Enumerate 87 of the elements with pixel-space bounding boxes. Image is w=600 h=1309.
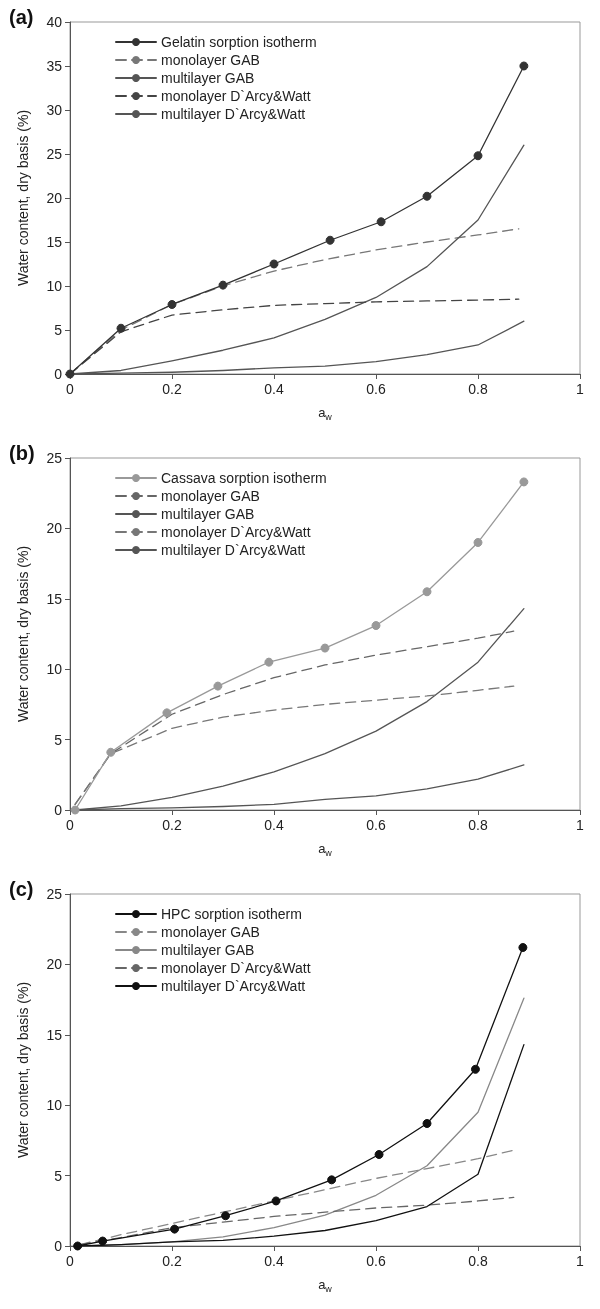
x-tick-label: 0.8 — [468, 381, 488, 397]
y-tick-label: 0 — [54, 1238, 63, 1254]
y-tick-label: 15 — [46, 234, 63, 250]
y-tick-label: 0 — [54, 802, 63, 818]
x-tick-label: 0.2 — [162, 817, 182, 833]
y-tick-label: 25 — [46, 886, 63, 902]
y-tick-label: 15 — [46, 1026, 63, 1043]
point — [264, 657, 274, 667]
legend-label: multilayer GAB — [161, 942, 255, 958]
y-tick-label: 5 — [54, 731, 63, 748]
legend-label: monolayer GAB — [161, 488, 260, 504]
point — [162, 708, 172, 718]
legend-label: multilayer GAB — [161, 506, 255, 522]
y-tick-label: 10 — [46, 278, 63, 294]
point — [518, 943, 528, 952]
y-axis-title: Water content, dry basis (%) — [15, 981, 31, 1159]
point — [371, 621, 381, 631]
y-axis-title: Water content, dry basis (%) — [15, 545, 31, 723]
x-tick-label: 0.4 — [264, 381, 284, 397]
point — [376, 217, 386, 227]
point — [422, 1119, 432, 1128]
x-tick-label: 0.2 — [162, 381, 182, 397]
point — [325, 235, 335, 245]
x-tick-label: 0.8 — [468, 1253, 488, 1269]
x-tick-label: 0.8 — [468, 817, 488, 833]
y-tick-label: 20 — [46, 956, 63, 973]
legend-label: monolayer D`Arcy&Watt — [161, 524, 311, 540]
legend-label: multilayer GAB — [161, 70, 255, 86]
point — [213, 681, 223, 691]
point — [269, 259, 279, 269]
chart-title: (b) — [9, 442, 35, 464]
legend-label: Cassava sorption isotherm — [161, 470, 327, 486]
y-tick-label: 30 — [46, 102, 63, 118]
x-tick-label: 1 — [576, 381, 585, 397]
point — [519, 477, 529, 487]
point — [218, 280, 228, 290]
y-tick-label: 40 — [46, 14, 63, 30]
point — [422, 587, 432, 597]
point — [519, 61, 529, 71]
point — [320, 643, 330, 653]
point — [98, 1236, 108, 1246]
legend-label: monolayer GAB — [161, 924, 260, 940]
point — [327, 1175, 337, 1185]
legend-label: monolayer GAB — [161, 52, 260, 68]
y-tick-label: 25 — [46, 146, 63, 162]
legend-label: HPC sorption isotherm — [161, 906, 302, 922]
point — [221, 1211, 231, 1221]
x-tick-label: 0.2 — [162, 1253, 182, 1269]
y-tick-label: 10 — [46, 1097, 63, 1114]
y-tick-label: 35 — [46, 58, 63, 74]
y-tick-label: 15 — [46, 590, 63, 607]
y-tick-label: 20 — [46, 190, 63, 206]
x-tick-label: 0.6 — [366, 817, 386, 833]
y-tick-label: 5 — [54, 1167, 63, 1184]
point — [374, 1149, 384, 1159]
point — [473, 151, 483, 161]
point — [116, 323, 126, 333]
y-axis-title: Water content, dry basis (%) — [15, 109, 31, 287]
x-tick-label: 1 — [576, 1253, 585, 1269]
x-tick-label: 0 — [66, 1253, 75, 1269]
y-tick-label: 5 — [54, 322, 63, 338]
legend-label: multilayer D`Arcy&Watt — [161, 542, 306, 558]
point — [422, 191, 432, 201]
point — [473, 537, 483, 547]
x-tick-label: 0 — [66, 817, 75, 833]
x-tick-label: 1 — [576, 817, 585, 833]
y-tick-label: 0 — [54, 366, 63, 382]
point — [470, 1064, 480, 1074]
point — [271, 1196, 281, 1206]
legend-label: multilayer D`Arcy&Watt — [161, 106, 306, 122]
x-tick-label: 0 — [66, 381, 75, 397]
legend-label: monolayer D`Arcy&Watt — [161, 88, 311, 104]
y-tick-label: 10 — [46, 661, 63, 678]
legend-label: Gelatin sorption isotherm — [161, 34, 317, 50]
x-tick-label: 0.4 — [264, 1253, 284, 1269]
chart-title: (a) — [9, 6, 34, 28]
x-tick-label: 0.4 — [264, 817, 284, 833]
x-tick-label: 0.6 — [366, 381, 386, 397]
x-tick-label: 0.6 — [366, 1253, 386, 1269]
chart-title: (c) — [9, 878, 34, 900]
legend-label: monolayer D`Arcy&Watt — [161, 960, 311, 976]
legend-label: multilayer D`Arcy&Watt — [161, 978, 306, 994]
y-tick-label: 25 — [46, 450, 63, 466]
point — [167, 299, 177, 309]
point — [106, 747, 116, 757]
point — [170, 1224, 180, 1234]
y-tick-label: 20 — [46, 520, 63, 537]
